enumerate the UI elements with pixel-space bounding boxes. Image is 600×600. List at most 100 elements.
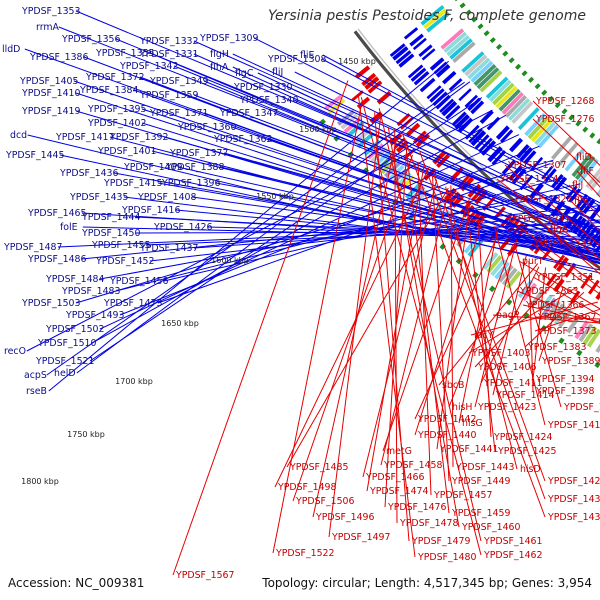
- forward-gene-label: YPDSF_1402: [87, 118, 147, 129]
- reverse-leader: [382, 198, 470, 452]
- forward-leader: [135, 216, 600, 242]
- forward-leader: [26, 109, 493, 352]
- category-band-feature: [464, 54, 488, 77]
- forward-cds-ring-2-feature: [550, 174, 564, 189]
- category-band-feature: [495, 85, 518, 109]
- forward-gene-label: YPDSF_1392: [109, 132, 169, 143]
- reverse-gene-label: YPDSF_1351: [535, 272, 595, 283]
- accession-info: Accession: NC_009381: [8, 576, 144, 590]
- reverse-leader: [380, 191, 449, 466]
- reverse-gene-label: YPDSF_1411: [483, 378, 543, 389]
- forward-gene-label: YPDSF_1450: [81, 228, 141, 239]
- forward-cds-ring-feature: [410, 67, 427, 82]
- reverse-leader: [328, 114, 382, 538]
- reverse-gene-label: flgA: [550, 224, 569, 235]
- forward-cds-ring-2-feature: [458, 88, 472, 102]
- forward-leader: [157, 163, 551, 304]
- forward-leader: [81, 205, 600, 260]
- reverse-leader: [518, 260, 600, 310]
- reverse-gene-label: YPDSF_1307: [507, 160, 567, 171]
- reverse-gene-label: YPDSF_1423: [477, 402, 537, 413]
- reverse-gene-label: YPDSF_1497: [331, 532, 391, 543]
- category-band-outer-feature: [408, 185, 426, 203]
- category-band-feature: [476, 67, 500, 90]
- forward-cds-ring-feature: [480, 140, 497, 156]
- category-band-feature: [461, 51, 485, 73]
- forward-gene-label: YPDSF_1436: [59, 168, 119, 179]
- gc-marker-outer: [558, 337, 565, 344]
- category-band-outer-feature: [498, 264, 514, 283]
- reverse-gene-label: YPDSF_1276: [535, 114, 595, 125]
- forward-gene-label: dcd: [10, 130, 27, 141]
- forward-leader: [99, 134, 520, 330]
- gc-marker-inner: [483, 30, 490, 37]
- category-band-outer-feature: [324, 94, 343, 111]
- forward-leader: [76, 81, 471, 374]
- reverse-gene-label: YPDSF_1425: [497, 446, 557, 457]
- forward-gene-label: YPDSF_1359: [139, 90, 199, 101]
- reverse-leader: [508, 218, 600, 289]
- forward-leader: [321, 58, 600, 207]
- tick-label: 1700 kbp: [115, 377, 153, 386]
- forward-gene-label: recO: [4, 346, 26, 357]
- forward-leader: [141, 122, 600, 264]
- category-band-outer-feature: [578, 323, 594, 342]
- reverse-gene-label: YPDSF_1459: [451, 508, 511, 519]
- reverse-cds-ring-feature: [355, 65, 371, 79]
- reverse-gene-label: YPDSF_1341: [511, 214, 571, 225]
- forward-leader: [99, 190, 579, 280]
- reverse-leader: [404, 138, 450, 514]
- category-band-feature: [443, 31, 467, 53]
- forward-gene-label: YPDSF_1484: [45, 274, 105, 285]
- forward-leader: [173, 65, 600, 240]
- category-band-feature: [551, 136, 573, 160]
- reverse-leader: [414, 216, 485, 436]
- backbone-outer: [353, 30, 600, 271]
- reverse-gene-label: YPDSF_1366: [525, 300, 585, 311]
- backbone-inner: [357, 28, 600, 265]
- forward-gene-label: YPDSF_1362: [213, 134, 273, 145]
- category-band-feature: [473, 64, 497, 86]
- forward-cds-ring-2-feature: [421, 48, 436, 61]
- forward-gene-label: folE: [60, 222, 78, 233]
- genome-title: Yersinia pestis Pestoides F, complete ge…: [268, 8, 586, 24]
- forward-cds-ring-feature: [474, 134, 490, 150]
- forward-gene-label: YPDSF_1486: [27, 254, 87, 265]
- reverse-gene-label: YPDSF_1389: [541, 356, 600, 367]
- forward-gene-label: YPDSF_1342: [119, 61, 179, 72]
- forward-gene-label: YPDSF_1444: [81, 212, 141, 223]
- category-band-outer-feature: [595, 343, 600, 353]
- category-band-feature: [534, 121, 556, 146]
- category-band-feature: [489, 79, 512, 102]
- forward-cds-ring-2-feature: [429, 57, 445, 71]
- forward-gene-label: rrmA: [36, 22, 60, 33]
- reverse-cds-ring-feature: [482, 197, 496, 211]
- reverse-cds-ring-feature: [364, 76, 380, 90]
- forward-gene-label: lldD: [2, 44, 20, 55]
- reverse-gene-label: YPDSF_1363: [519, 286, 579, 297]
- forward-gene-label: helD: [54, 368, 76, 379]
- forward-gene-label: YPDSF_1426: [153, 222, 213, 233]
- reverse-gene-label: YPDSF_1457: [433, 490, 493, 501]
- forward-gene-label: YPDSF_1356: [61, 34, 121, 45]
- forward-gene-label: YPDSF_1395: [87, 104, 147, 115]
- reverse-gene-label: YPDSF_1485: [289, 462, 349, 473]
- category-band-feature: [557, 142, 579, 166]
- forward-gene-label: YPDSF_1503: [21, 298, 81, 309]
- forward-cds-ring-feature: [439, 98, 455, 113]
- forward-leader: [133, 89, 600, 259]
- reverse-leader: [292, 154, 413, 502]
- forward-gene-label: YPDSF_1330: [233, 82, 293, 93]
- forward-gene-label: YPDSF_1360: [177, 122, 237, 133]
- gc-marker-outer: [489, 285, 496, 293]
- forward-leader: [231, 126, 600, 256]
- forward-gene-label: YPDSF_1456: [109, 276, 169, 287]
- reverse-leader: [532, 118, 600, 184]
- reverse-leader: [358, 95, 416, 558]
- category-band-feature: [423, 8, 448, 29]
- forward-gene-label: YPDSF_1483: [61, 286, 121, 297]
- forward-gene-label: YPDSF_1396: [161, 178, 221, 189]
- forward-leader: [141, 108, 600, 258]
- reverse-leader: [546, 228, 600, 275]
- forward-gene-label: YPDSF_1388: [165, 162, 225, 173]
